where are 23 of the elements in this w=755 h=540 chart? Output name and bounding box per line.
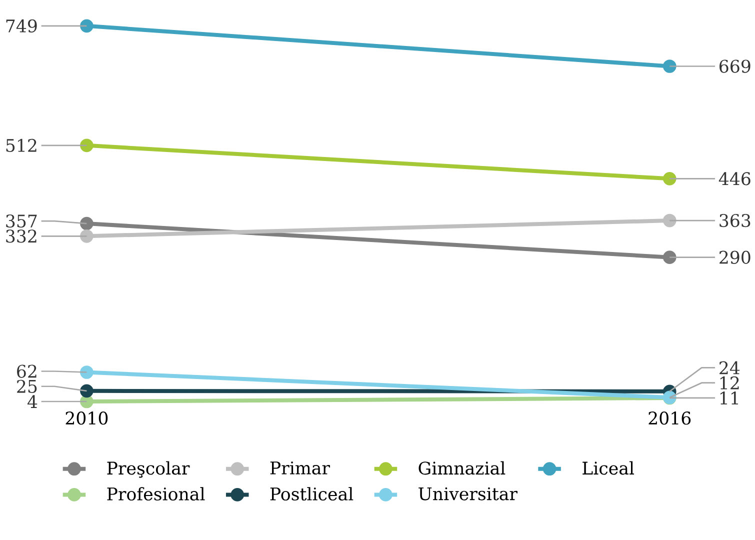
data-label: 669 (720, 60, 750, 74)
data-label: 25 (17, 380, 37, 394)
data-label: 62 (17, 364, 36, 378)
data-label: 357 (6, 214, 37, 228)
legend-label: Universitar (418, 488, 518, 501)
data-label: 290 (720, 250, 750, 264)
data-label: 332 (6, 230, 36, 243)
x-tick-label: 2016 (648, 412, 691, 425)
data-label: 4 (27, 395, 38, 408)
data-label: 512 (6, 139, 36, 152)
legend-label: Gimnazial (418, 461, 506, 475)
legend-label: Liceal (582, 461, 634, 475)
legend-label: Preşcolar (107, 461, 190, 478)
data-label: 12 (720, 376, 739, 390)
x-tick-label: 2010 (66, 412, 108, 425)
legend-label: Postliceal (270, 487, 354, 501)
legend-label: Primar (270, 462, 330, 475)
data-label: 363 (720, 214, 750, 228)
legend-label: Profesional (107, 487, 205, 501)
data-label: 446 (718, 172, 750, 186)
data-label: 11 (720, 392, 738, 405)
data-label: 24 (720, 362, 740, 374)
data-label: 749 (6, 20, 37, 33)
